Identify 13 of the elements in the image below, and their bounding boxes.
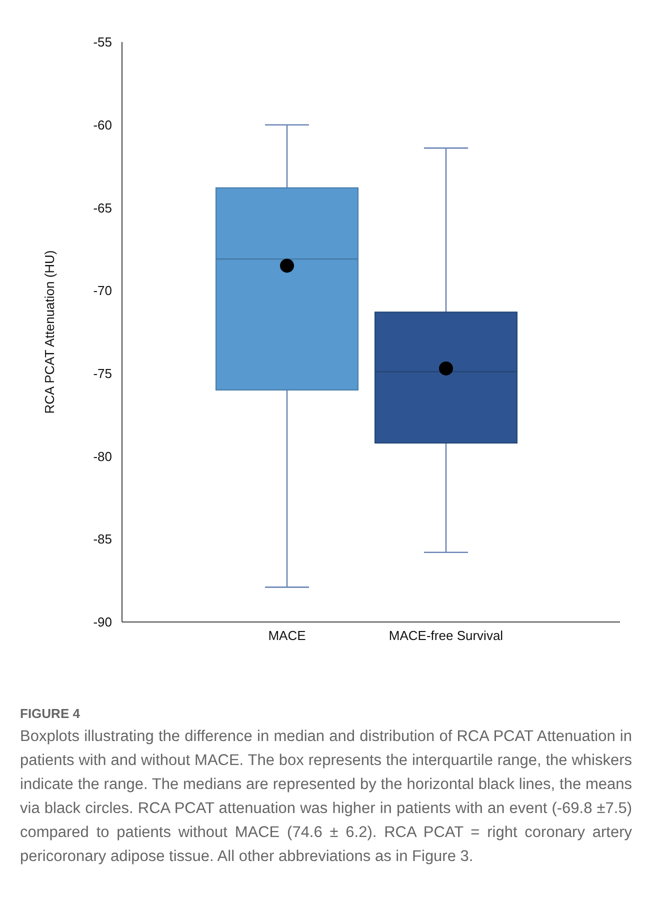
x-tick-label: MACE-free Survival xyxy=(388,628,504,643)
y-tick-label: -90 xyxy=(93,614,112,630)
y-tick-label: -65 xyxy=(93,200,112,216)
y-axis-title: RCA PCAT Attenuation (HU) xyxy=(42,250,57,414)
y-tick-label: -75 xyxy=(93,366,112,381)
y-tick-label: -60 xyxy=(93,117,112,132)
caption: FIGURE 4 xyxy=(20,706,81,721)
y-tick-label: -85 xyxy=(93,532,112,547)
text: Boxplots illustrating the difference in median and distribution of RCA PCAT Attenuation in patients with and without MACE. The box represents the interquartile range, the whiskers indicate the range. The medians are represented by the horizontal black lines, the means via black circles. RCA PCAT attenuation was higher in patients with an event (-69.8 ±7.5) compared to patients without MACE (74.6 ± 6.2). RCA PCAT = right coronary artery pericoronary adipose tissue. All other abbreviations as in Figure 3. xyxy=(20,727,632,867)
x-tick-label: MACE xyxy=(268,628,306,643)
y-tick-label: -70 xyxy=(93,283,112,298)
y-tick-label: -55 xyxy=(93,34,112,50)
y-tick-label: -80 xyxy=(93,448,112,464)
